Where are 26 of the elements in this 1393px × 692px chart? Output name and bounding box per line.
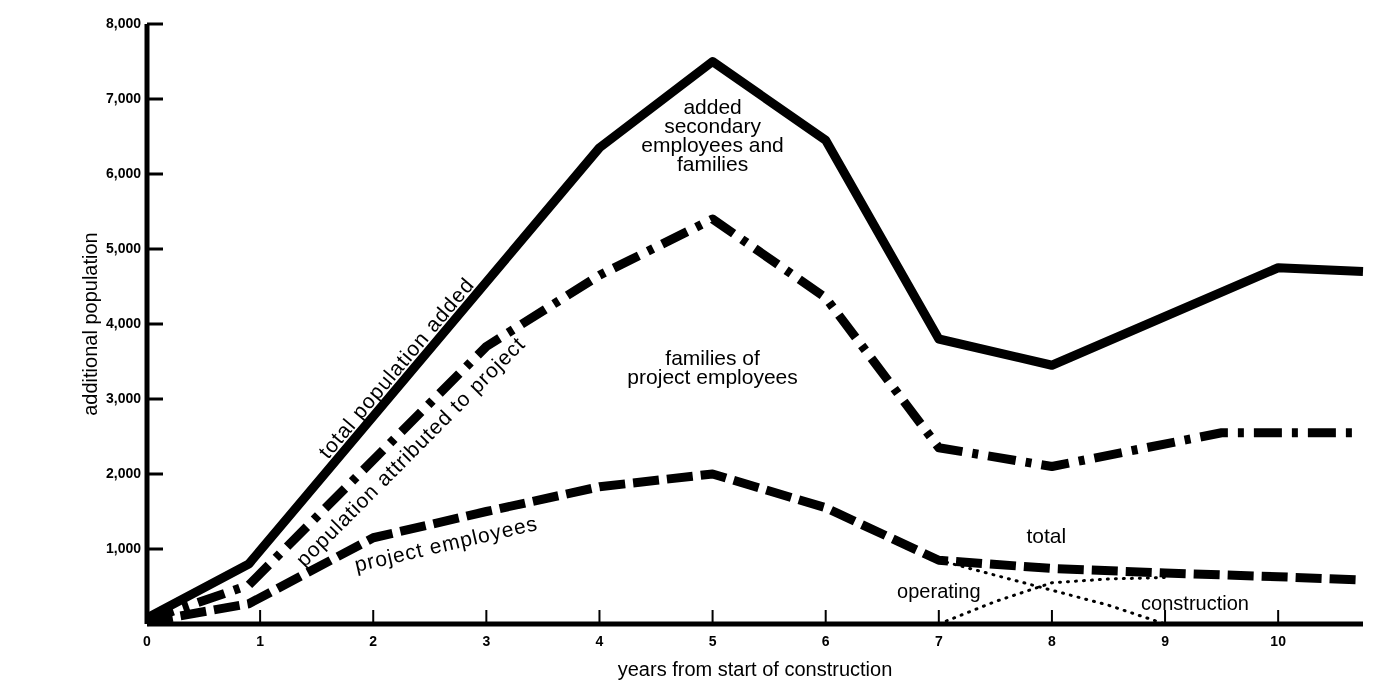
y-tick-label: 4,000 xyxy=(105,314,142,331)
y-tick-label: 8,000 xyxy=(105,14,142,31)
y-tick-label: 1,000 xyxy=(105,539,142,556)
x-tick-label: 6 xyxy=(821,633,830,649)
y-tick-label: 6,000 xyxy=(105,164,142,181)
x-tick-label: 5 xyxy=(708,633,717,649)
series-label: operating xyxy=(897,580,981,602)
y-axis-title: additional population xyxy=(79,232,101,416)
annotation: added secondary employees and families xyxy=(641,95,784,175)
y-tick-label: 7,000 xyxy=(105,89,142,106)
x-axis-title: years from start of construction xyxy=(617,658,893,680)
x-tick-label: 10 xyxy=(1270,633,1287,649)
x-tick-label: 7 xyxy=(934,633,943,649)
series-label: construction xyxy=(1141,592,1249,614)
x-tick-label: 9 xyxy=(1161,633,1170,649)
y-tick-label: 2,000 xyxy=(105,464,142,481)
y-tick-label: 5,000 xyxy=(105,239,142,256)
annotation: total xyxy=(1026,524,1067,547)
x-tick-label: 2 xyxy=(369,633,378,649)
x-tick-label: 4 xyxy=(595,633,604,649)
x-tick-label: 0 xyxy=(143,633,152,649)
y-tick-label: 3,000 xyxy=(105,389,142,406)
x-tick-label: 1 xyxy=(256,633,265,649)
annotation: families of project employees xyxy=(627,346,798,389)
x-tick-label: 3 xyxy=(482,633,491,649)
x-tick-label: 8 xyxy=(1048,633,1057,649)
